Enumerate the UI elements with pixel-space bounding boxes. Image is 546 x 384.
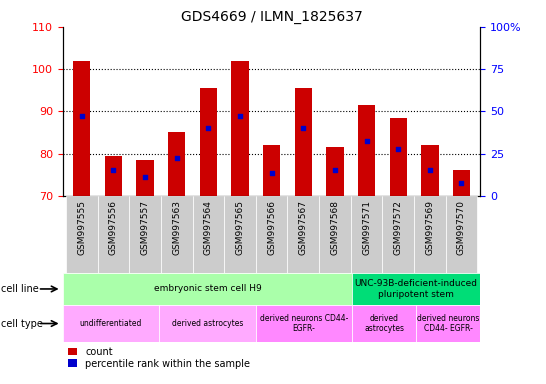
Text: embryonic stem cell H9: embryonic stem cell H9 — [153, 285, 261, 293]
Bar — [319, 196, 351, 273]
Point — [109, 167, 118, 174]
Point — [299, 125, 307, 131]
Bar — [159, 305, 256, 342]
Point — [268, 170, 276, 176]
Title: GDS4669 / ILMN_1825637: GDS4669 / ILMN_1825637 — [181, 10, 363, 25]
Text: GSM997557: GSM997557 — [140, 200, 150, 255]
Bar — [63, 305, 159, 342]
Text: UNC-93B-deficient-induced
pluripotent stem: UNC-93B-deficient-induced pluripotent st… — [355, 279, 478, 299]
Bar — [136, 160, 154, 196]
Text: GSM997569: GSM997569 — [425, 200, 435, 255]
Bar — [73, 61, 91, 196]
Bar — [358, 105, 375, 196]
Text: derived neurons CD44-
EGFR-: derived neurons CD44- EGFR- — [259, 314, 348, 333]
Text: GSM997566: GSM997566 — [267, 200, 276, 255]
Point — [204, 125, 213, 131]
Text: derived neurons
CD44- EGFR-: derived neurons CD44- EGFR- — [417, 314, 479, 333]
Bar — [232, 61, 248, 196]
Point — [236, 113, 245, 119]
Bar — [105, 156, 122, 196]
Bar — [416, 305, 480, 342]
Bar — [352, 305, 416, 342]
Bar — [421, 145, 438, 196]
Point — [141, 174, 150, 180]
Bar — [352, 273, 480, 305]
Text: GSM997572: GSM997572 — [394, 200, 403, 255]
Bar — [256, 305, 352, 342]
Point — [330, 167, 339, 174]
Text: GSM997571: GSM997571 — [362, 200, 371, 255]
Bar — [287, 196, 319, 273]
Bar — [168, 132, 186, 196]
Bar — [256, 196, 287, 273]
Text: GSM997568: GSM997568 — [330, 200, 340, 255]
Point — [394, 146, 402, 152]
Bar — [200, 88, 217, 196]
Text: GSM997570: GSM997570 — [457, 200, 466, 255]
Bar — [161, 196, 193, 273]
Bar — [351, 196, 382, 273]
Point — [173, 155, 181, 161]
Bar — [224, 196, 256, 273]
Text: undifferentiated: undifferentiated — [80, 319, 142, 328]
Bar — [389, 118, 407, 196]
Point — [362, 138, 371, 144]
Bar — [326, 147, 343, 196]
Bar — [63, 273, 352, 305]
Text: GSM997563: GSM997563 — [172, 200, 181, 255]
Bar — [193, 196, 224, 273]
Bar — [453, 170, 470, 196]
Text: cell line: cell line — [1, 284, 39, 294]
Point — [78, 113, 86, 119]
Text: GSM997564: GSM997564 — [204, 200, 213, 255]
Bar — [129, 196, 161, 273]
Legend: count, percentile rank within the sample: count, percentile rank within the sample — [68, 347, 250, 369]
Bar — [98, 196, 129, 273]
Bar — [382, 196, 414, 273]
Point — [425, 167, 434, 174]
Bar — [414, 196, 446, 273]
Point — [457, 180, 466, 186]
Text: GSM997555: GSM997555 — [78, 200, 86, 255]
Bar — [263, 145, 280, 196]
Text: GSM997567: GSM997567 — [299, 200, 308, 255]
Text: derived
astrocytes: derived astrocytes — [364, 314, 404, 333]
Bar — [295, 88, 312, 196]
Text: derived astrocytes: derived astrocytes — [171, 319, 243, 328]
Text: cell type: cell type — [1, 318, 43, 329]
Text: GSM997565: GSM997565 — [235, 200, 245, 255]
Bar — [446, 196, 477, 273]
Text: GSM997556: GSM997556 — [109, 200, 118, 255]
Bar — [66, 196, 98, 273]
